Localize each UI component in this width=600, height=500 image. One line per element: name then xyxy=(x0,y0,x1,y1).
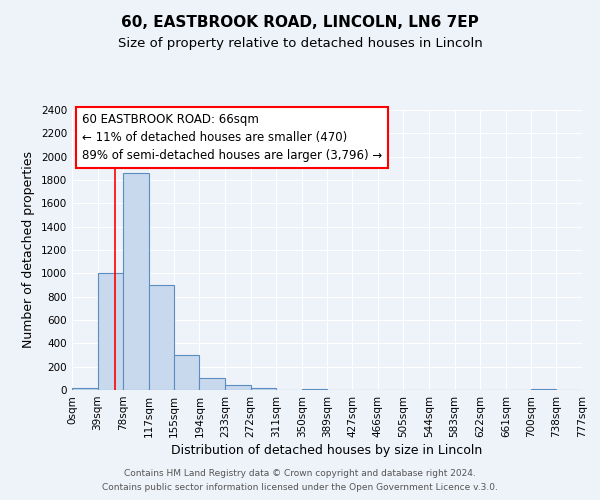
Bar xyxy=(199,378,225,390)
Text: Size of property relative to detached houses in Lincoln: Size of property relative to detached ho… xyxy=(118,38,482,51)
Text: Contains HM Land Registry data © Crown copyright and database right 2024.: Contains HM Land Registry data © Crown c… xyxy=(124,468,476,477)
Bar xyxy=(174,355,199,390)
Bar xyxy=(225,385,251,390)
Bar xyxy=(72,388,98,390)
X-axis label: Distribution of detached houses by size in Lincoln: Distribution of detached houses by size … xyxy=(172,444,482,457)
Text: 60 EASTBROOK ROAD: 66sqm
← 11% of detached houses are smaller (470)
89% of semi-: 60 EASTBROOK ROAD: 66sqm ← 11% of detach… xyxy=(82,113,382,162)
Text: 60, EASTBROOK ROAD, LINCOLN, LN6 7EP: 60, EASTBROOK ROAD, LINCOLN, LN6 7EP xyxy=(121,15,479,30)
Text: Contains public sector information licensed under the Open Government Licence v.: Contains public sector information licen… xyxy=(102,484,498,492)
Y-axis label: Number of detached properties: Number of detached properties xyxy=(22,152,35,348)
Bar xyxy=(98,274,123,390)
Bar xyxy=(123,173,149,390)
Bar xyxy=(251,388,276,390)
Bar xyxy=(149,285,174,390)
Bar xyxy=(302,389,328,390)
